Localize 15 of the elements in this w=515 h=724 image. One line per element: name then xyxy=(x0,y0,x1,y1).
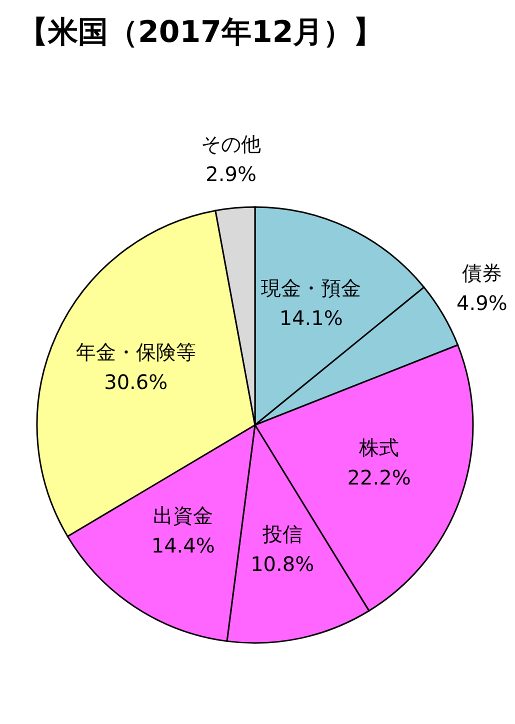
slice-label: 出資金 xyxy=(153,503,214,528)
slice-label: 年金・保険等 xyxy=(76,340,196,364)
data-label: 10.8% xyxy=(250,552,314,576)
slice-label: 現金・預金 xyxy=(261,276,362,300)
data-label: 4.9% xyxy=(456,291,508,316)
data-label: 30.6% xyxy=(104,370,168,394)
slice-label: 株式 xyxy=(358,435,400,460)
data-label: 2.9% xyxy=(206,162,256,186)
slice-label: その他 xyxy=(201,132,262,156)
data-label: 14.4% xyxy=(151,533,215,558)
data-label: 14.1% xyxy=(279,306,343,330)
chart-title: 【米国（2017年12月）】 xyxy=(17,14,384,52)
slice-label: 投信 xyxy=(261,522,302,546)
data-label: 22.2% xyxy=(347,465,411,490)
slice-label: 債券 xyxy=(462,261,502,286)
